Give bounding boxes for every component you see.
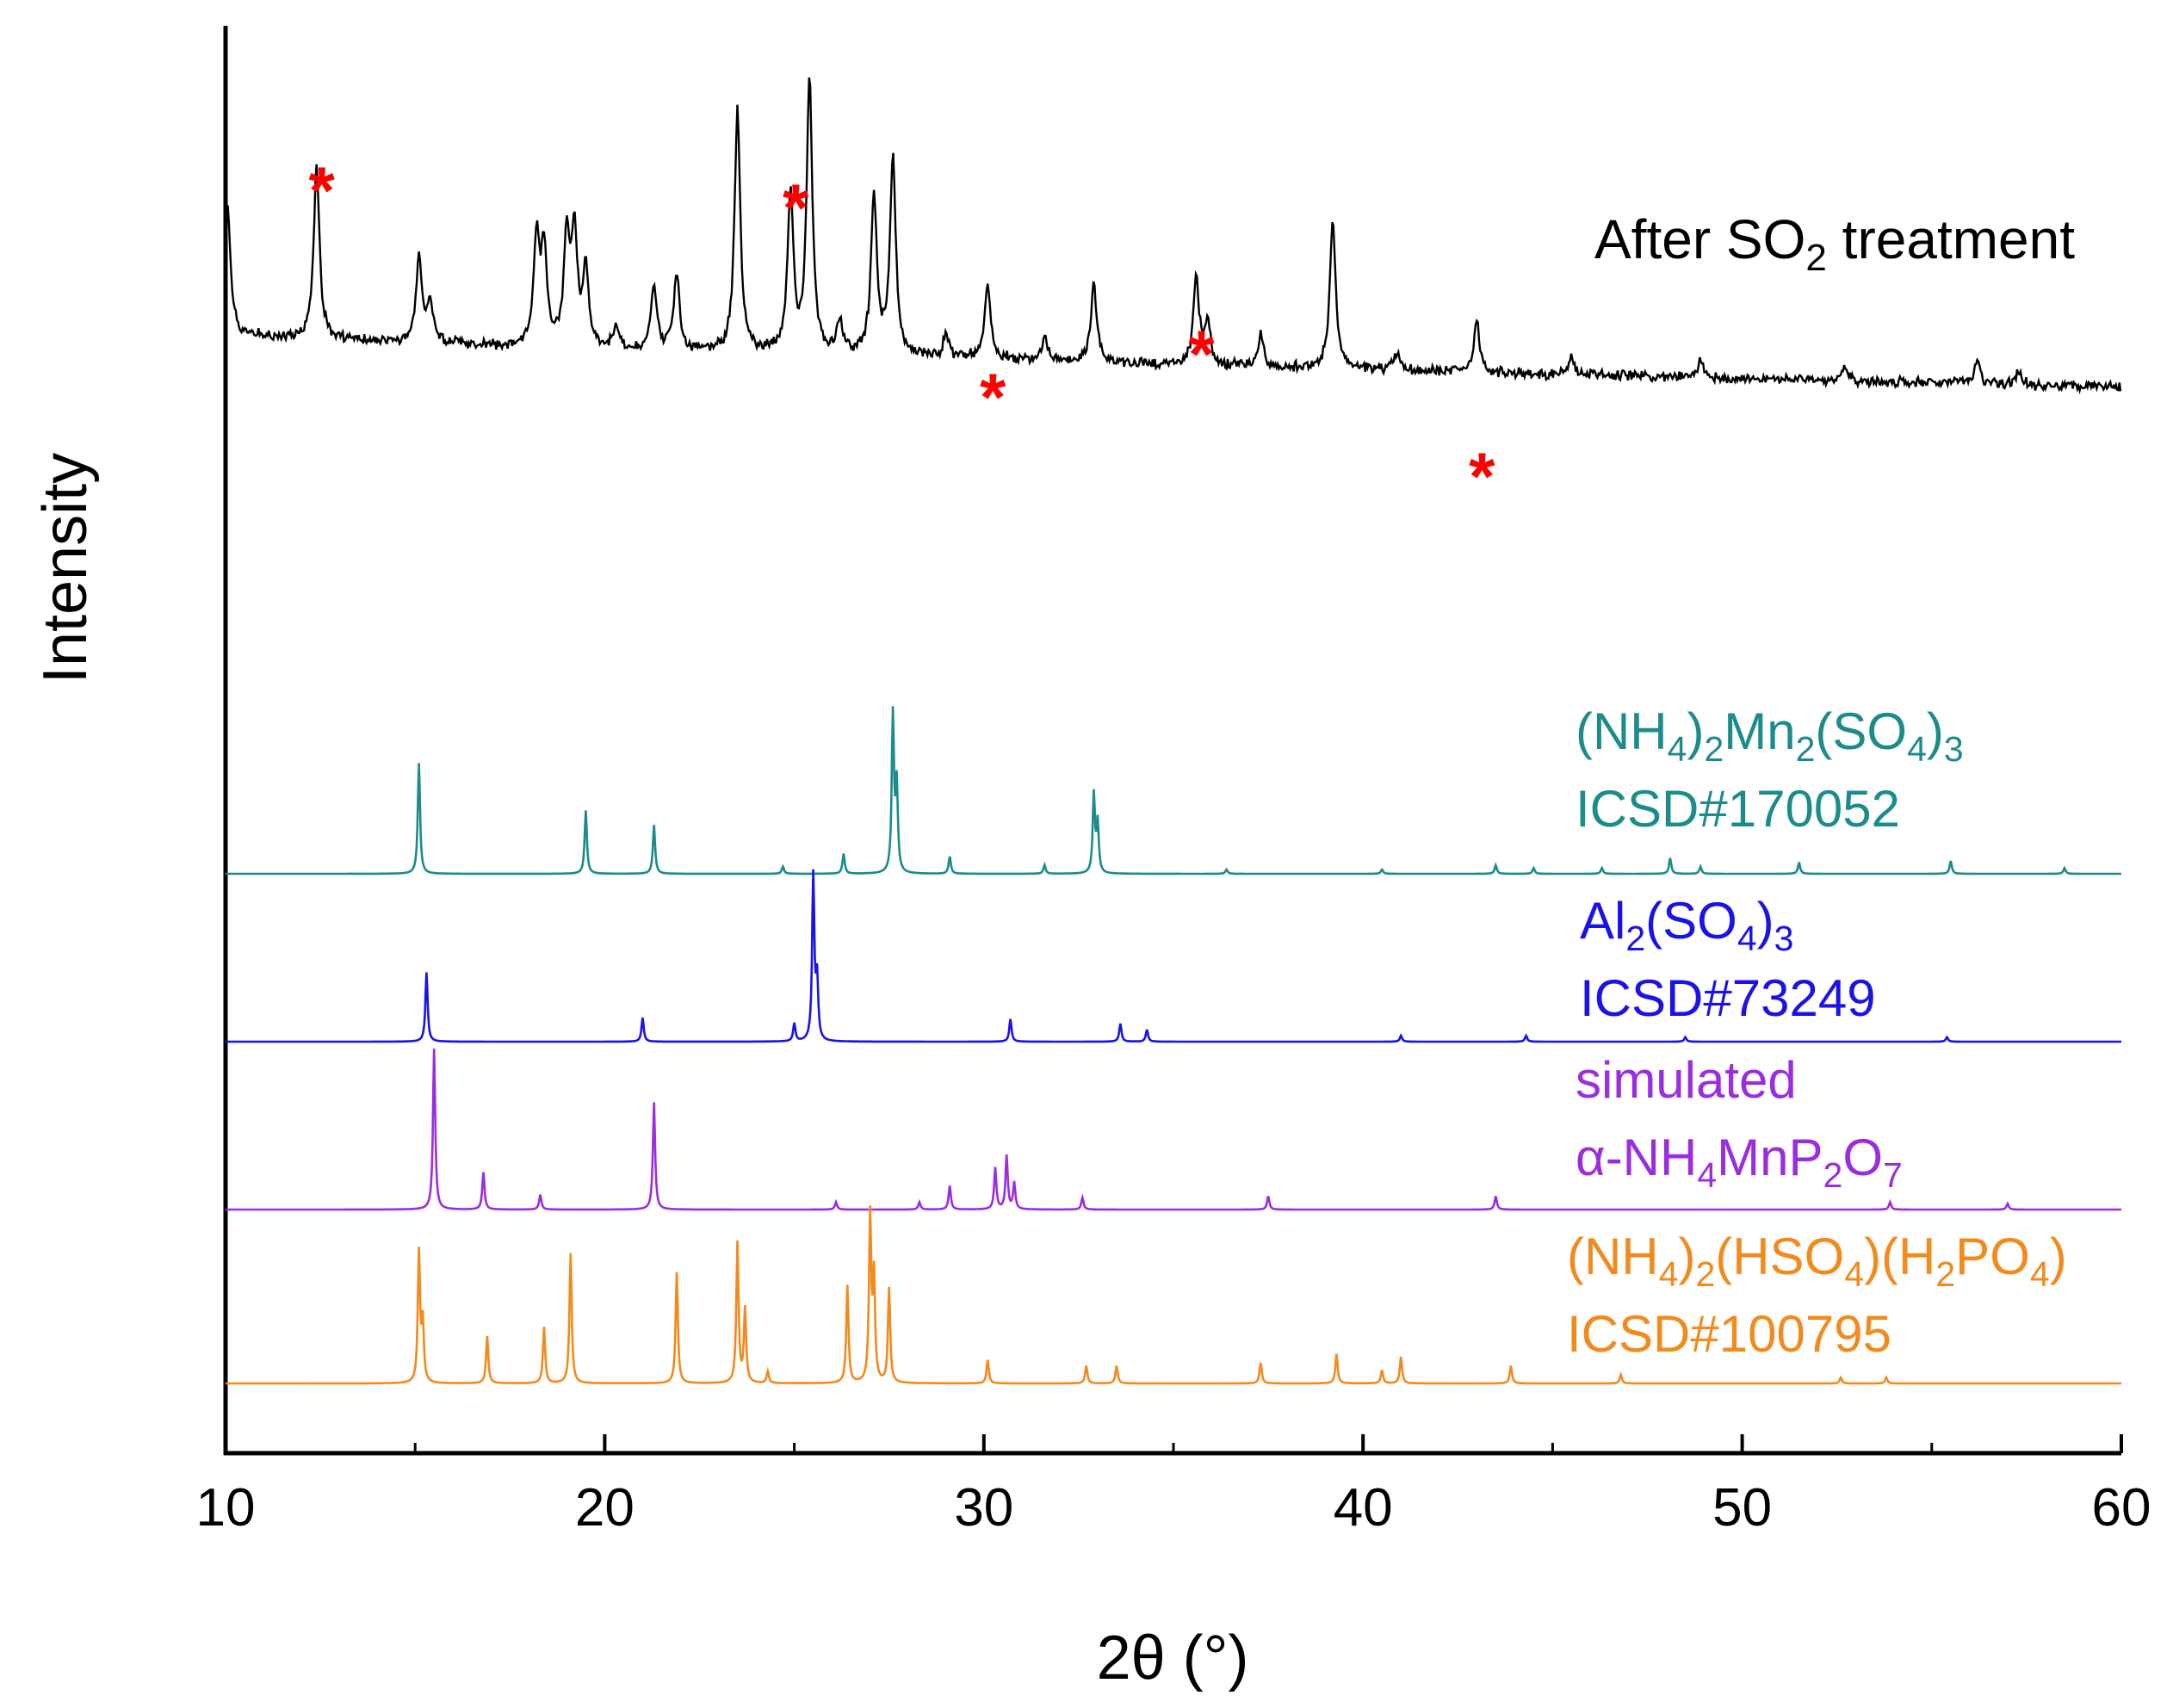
series-label-formula: After SO2 treatment: [1594, 208, 2075, 279]
y-axis-title: Intensity: [31, 453, 100, 684]
series-label-formula: Al2(SO4)3: [1580, 892, 1793, 958]
series-line-1: [226, 706, 2121, 876]
x-tick-label-50: 50: [1712, 1478, 1772, 1538]
star-marker-43: *: [1469, 438, 1495, 514]
star-marker-35.6: *: [1188, 316, 1215, 392]
star-marker-24.9: *: [783, 170, 809, 245]
x-axis-title: 2θ (°): [1097, 1624, 1249, 1693]
series-line-3: [226, 1049, 2121, 1211]
series-line-2: [226, 869, 2121, 1043]
series-label-formula: α-NH4MnP2O7: [1576, 1129, 1903, 1195]
x-tick-label-40: 40: [1334, 1478, 1393, 1538]
x-tick-label-10: 10: [196, 1478, 256, 1538]
series-label-icsd: ICSD#73249: [1580, 969, 1876, 1027]
x-axis-ticks: 10 20 30 40 50 60: [196, 1434, 2151, 1538]
x-tick-label-60: 60: [2092, 1478, 2151, 1538]
star-marker-30.1: *: [980, 359, 1006, 435]
series-traces: [224, 77, 2122, 1385]
series-label-line1: simulated: [1576, 1051, 1797, 1109]
x-tick-label-30: 30: [954, 1478, 1013, 1538]
series-label-icsd: ICSD#100795: [1567, 1305, 1891, 1363]
x-tick-label-20: 20: [575, 1478, 635, 1538]
phase-peak-markers: * * * * *: [309, 152, 1496, 514]
series-label-icsd: ICSD#170052: [1576, 780, 1900, 838]
series-label-formula: (NH4)2Mn2(SO4)3: [1576, 702, 1964, 769]
series-labels: After SO2 treatment (NH4)2Mn2(SO4)3 ICSD#1…: [1567, 208, 2075, 1363]
series-line-4: [226, 1205, 2121, 1385]
star-marker-12.4: *: [309, 152, 336, 228]
series-line-0: [224, 77, 2122, 395]
series-label-formula: (NH4)2(HSO4)(H2PO4): [1567, 1228, 2067, 1294]
